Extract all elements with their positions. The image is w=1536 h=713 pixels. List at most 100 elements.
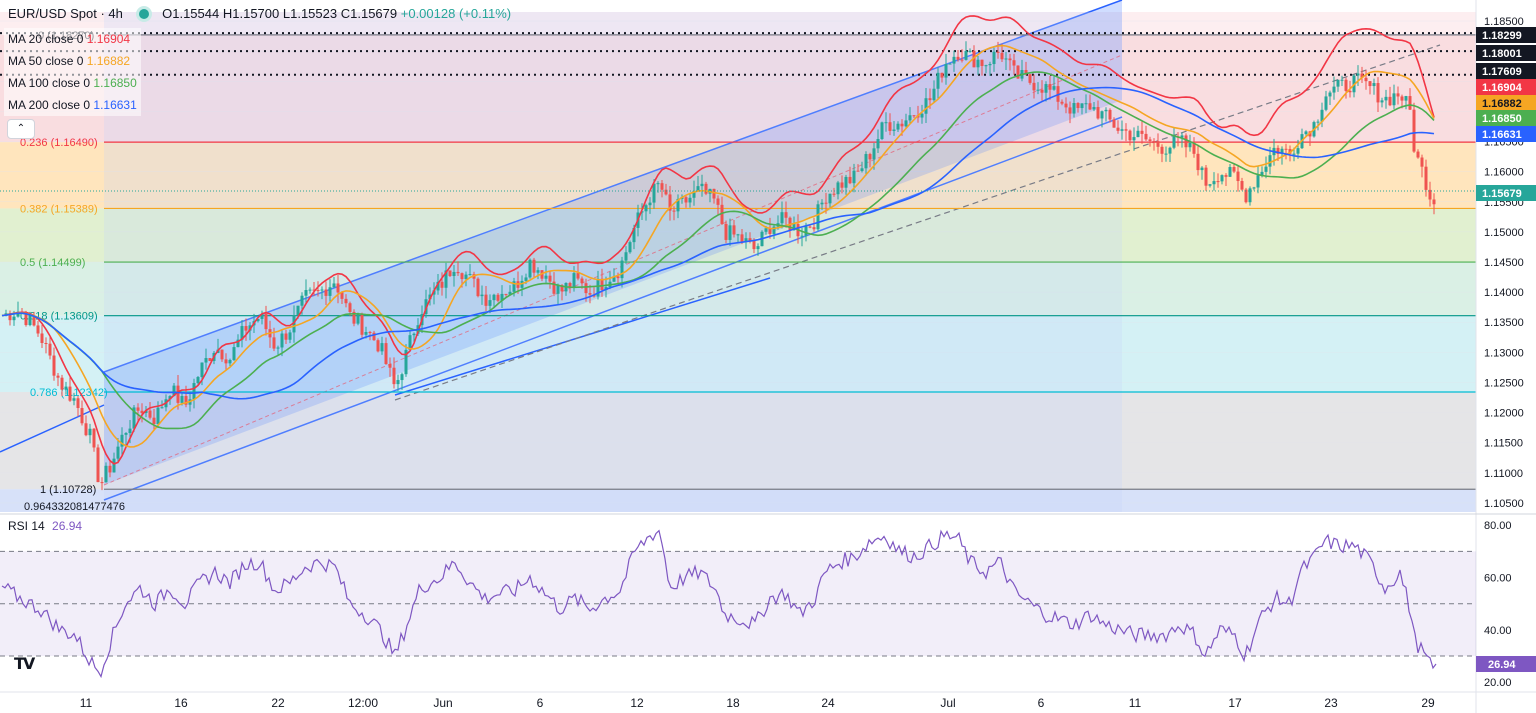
candle-body bbox=[76, 398, 80, 409]
ma-legend-item[interactable]: MA 20 close 0 1.16904 bbox=[4, 28, 141, 50]
ma-legend-item[interactable]: MA 50 close 0 1.16882 bbox=[4, 50, 141, 72]
price-badge bbox=[1476, 185, 1536, 201]
candle-body bbox=[804, 226, 808, 236]
candle-body bbox=[128, 428, 132, 434]
symbol-title[interactable]: EUR/USD Spot · 4h bbox=[8, 6, 123, 21]
collapse-legend-button[interactable]: ⌃ bbox=[7, 119, 35, 139]
candle-body bbox=[264, 314, 268, 330]
candle-body bbox=[1416, 151, 1420, 158]
candle-body bbox=[1296, 148, 1300, 154]
candle-body bbox=[1420, 157, 1424, 167]
candle-body bbox=[572, 273, 576, 288]
candle-body bbox=[1196, 153, 1200, 171]
price-badge bbox=[1476, 95, 1536, 111]
candle-body bbox=[856, 170, 860, 172]
candle-body bbox=[976, 59, 980, 68]
candle-body bbox=[1204, 167, 1208, 186]
candle-body bbox=[312, 289, 316, 291]
candle-body bbox=[1008, 58, 1012, 61]
candle-body bbox=[1036, 89, 1040, 91]
candle-body bbox=[244, 326, 248, 331]
time-tick-label: 22 bbox=[271, 696, 285, 710]
candle-body bbox=[872, 148, 876, 160]
candle-body bbox=[552, 281, 556, 294]
fib-zone bbox=[0, 489, 1476, 512]
candle-body bbox=[896, 123, 900, 130]
candle-body bbox=[340, 292, 344, 299]
candle-body bbox=[28, 315, 32, 326]
candle-body bbox=[448, 270, 452, 277]
candle-body bbox=[504, 293, 508, 295]
candle-body bbox=[756, 246, 760, 250]
candle-body bbox=[924, 98, 928, 114]
candle-body bbox=[1384, 96, 1388, 101]
fib-zone bbox=[0, 262, 1476, 316]
price-badge bbox=[1476, 63, 1536, 79]
candle-body bbox=[200, 362, 204, 378]
price-badge-label: 1.18001 bbox=[1482, 48, 1522, 60]
candle-body bbox=[16, 311, 20, 317]
rsi-tick-label: 60.00 bbox=[1484, 573, 1512, 585]
candle-body bbox=[1104, 109, 1108, 112]
candle-body bbox=[676, 198, 680, 212]
candle-body bbox=[1256, 175, 1260, 188]
candle-body bbox=[1220, 175, 1224, 182]
candle-body bbox=[844, 176, 848, 188]
candle-body bbox=[1052, 86, 1056, 90]
candle-body bbox=[496, 294, 500, 301]
candle-body bbox=[1040, 89, 1044, 93]
candle-body bbox=[1340, 79, 1344, 81]
candle-body bbox=[284, 333, 288, 340]
candle-body bbox=[700, 183, 704, 187]
candle-body bbox=[1240, 181, 1244, 190]
price-tick-label: 1.18500 bbox=[1484, 16, 1524, 28]
candle-body bbox=[1344, 79, 1348, 91]
candle-body bbox=[348, 303, 352, 312]
price-tick-label: 1.14500 bbox=[1484, 257, 1524, 269]
channel-lower-line bbox=[103, 116, 1123, 501]
ma-legend-item[interactable]: MA 200 close 0 1.16631 bbox=[4, 94, 141, 116]
candle-body bbox=[512, 281, 516, 292]
candle-body bbox=[824, 202, 828, 204]
candle-body bbox=[628, 242, 632, 253]
candle-body bbox=[1160, 146, 1164, 154]
candle-body bbox=[236, 339, 240, 348]
candle-body bbox=[1100, 111, 1104, 119]
tradingview-logo-icon[interactable]: TV bbox=[14, 654, 35, 673]
candle-body bbox=[388, 363, 392, 368]
candle-body bbox=[808, 226, 812, 228]
candle-body bbox=[384, 343, 388, 364]
candle-body bbox=[732, 225, 736, 235]
candle-body bbox=[48, 343, 52, 356]
candle-body bbox=[620, 260, 624, 279]
candle-body bbox=[132, 407, 136, 429]
candle-body bbox=[508, 291, 512, 295]
time-tick-label: 12 bbox=[630, 696, 644, 710]
candle-body bbox=[704, 183, 708, 194]
rsi-value: 26.94 bbox=[52, 519, 83, 533]
price-tick-label: 1.14000 bbox=[1484, 287, 1524, 299]
candle-body bbox=[888, 122, 892, 131]
ma-legend-item[interactable]: MA 100 close 0 1.16850 bbox=[4, 72, 141, 94]
open-value: O1.15544 bbox=[162, 6, 220, 21]
candle-body bbox=[532, 259, 536, 273]
candle-body bbox=[1000, 52, 1004, 60]
candle-body bbox=[1200, 167, 1204, 171]
candle-body bbox=[984, 65, 988, 67]
candle-body bbox=[396, 380, 400, 385]
candle-body bbox=[1028, 74, 1032, 83]
candle-body bbox=[1252, 187, 1256, 189]
candle-body bbox=[1068, 107, 1072, 114]
candle-body bbox=[364, 332, 368, 335]
candle-body bbox=[436, 281, 440, 291]
candle-body bbox=[1208, 184, 1212, 186]
candle-body bbox=[292, 315, 296, 333]
candle-body bbox=[568, 282, 572, 288]
candle-body bbox=[1004, 58, 1008, 60]
candle-body bbox=[232, 347, 236, 360]
candle-body bbox=[784, 212, 788, 218]
candle-body bbox=[752, 240, 756, 250]
candle-body bbox=[344, 298, 348, 304]
close-value: C1.15679 bbox=[340, 6, 398, 21]
